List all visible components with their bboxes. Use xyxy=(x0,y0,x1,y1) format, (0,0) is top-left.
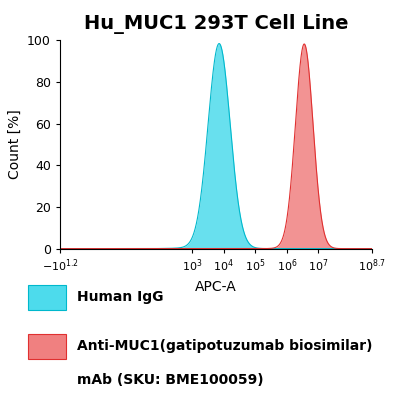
Text: Anti-MUC1(gatipotuzumab biosimilar): Anti-MUC1(gatipotuzumab biosimilar) xyxy=(77,339,372,353)
Y-axis label: Count [%]: Count [%] xyxy=(8,109,22,179)
Text: Human IgG: Human IgG xyxy=(77,290,164,304)
FancyBboxPatch shape xyxy=(28,285,66,310)
FancyBboxPatch shape xyxy=(28,334,66,359)
X-axis label: APC-A: APC-A xyxy=(195,280,237,294)
Title: Hu_MUC1 293T Cell Line: Hu_MUC1 293T Cell Line xyxy=(84,14,348,34)
Text: mAb (SKU: BME100059): mAb (SKU: BME100059) xyxy=(77,373,264,387)
